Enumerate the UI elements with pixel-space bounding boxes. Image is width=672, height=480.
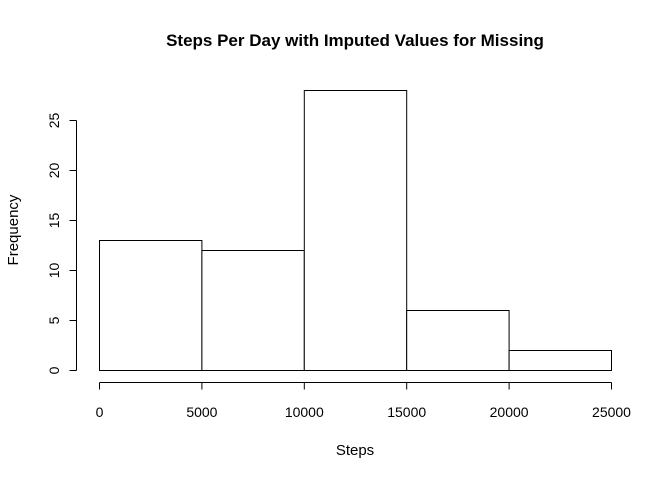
histogram-bar-4 [406,310,510,371]
y-tick-label: 20 [46,163,62,179]
histogram-bar-1 [99,240,203,371]
x-tick-label: 5000 [186,404,217,420]
x-axis: 0 5000 10000 15000 20000 25000 [96,382,631,420]
histogram-bar-3 [303,90,408,371]
histogram-bar-2 [201,250,305,371]
x-axis-label: Steps [336,442,374,459]
chart-title: Steps Per Day with Imputed Values for Mi… [166,31,544,50]
y-tick-label: 5 [46,316,62,324]
x-tick-label: 25000 [592,404,631,420]
x-tick-label: 0 [96,404,104,420]
histogram-bar-5 [508,350,613,371]
bars-group [99,90,613,371]
x-tick-label: 15000 [387,404,426,420]
y-tick-label: 15 [46,213,62,229]
y-tick-label: 0 [46,366,62,374]
y-tick-label: 25 [46,113,62,129]
x-tick-label: 10000 [285,404,324,420]
x-tick-label: 20000 [490,404,529,420]
y-tick-label: 10 [46,263,62,279]
y-axis-label: Frequency [5,194,22,265]
y-axis: 0 5 10 15 20 25 [46,113,77,374]
